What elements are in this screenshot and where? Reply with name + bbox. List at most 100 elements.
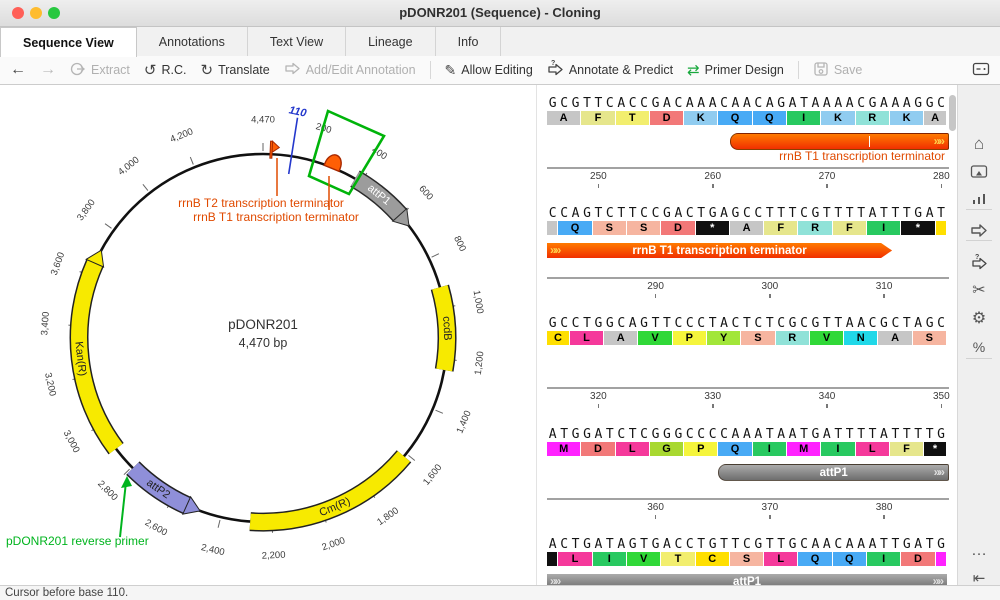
amino-acid: I bbox=[867, 221, 901, 235]
reverse-complement-button[interactable]: ↺R.C. bbox=[144, 63, 187, 78]
amino-acid: F bbox=[581, 111, 615, 125]
amino-acid: D bbox=[581, 442, 615, 456]
amino-acid: G bbox=[650, 442, 684, 456]
annotation-bar-attP1[interactable]: attP1»» bbox=[718, 464, 949, 481]
marker-rrnB-T1-terminator[interactable] bbox=[324, 152, 344, 171]
tab-bar: Sequence ViewAnnotationsText ViewLineage… bbox=[0, 27, 1000, 57]
ruler-tick bbox=[826, 404, 828, 408]
save-button[interactable]: Save bbox=[813, 61, 863, 80]
ruler-line bbox=[547, 498, 949, 500]
vertical-scrollbar-thumb[interactable] bbox=[949, 95, 956, 131]
amino-acid: * bbox=[696, 221, 730, 235]
map-tick-label: 2,000 bbox=[321, 535, 347, 553]
minimap-icon[interactable] bbox=[958, 163, 1000, 185]
amino-acid: * bbox=[924, 442, 947, 456]
translate-icon: ↻ bbox=[200, 63, 213, 78]
plasmid-name: pDONR201 bbox=[228, 317, 298, 332]
base-letters[interactable]: CCAGTCTTCCGACTGAGCCTTTCGTTTTATTTGAT bbox=[547, 206, 947, 221]
chevron-left-icon: »» bbox=[550, 244, 559, 256]
amino-acid: C bbox=[696, 552, 730, 566]
map-tick-label: 2,200 bbox=[261, 550, 285, 562]
amino-acid: S bbox=[593, 221, 627, 235]
map-tick-label: 3,000 bbox=[61, 429, 82, 455]
map-tick-label: 600 bbox=[416, 183, 435, 202]
extract-icon bbox=[70, 61, 86, 80]
amino-acid bbox=[936, 552, 947, 566]
enzymes-icon[interactable]: ✂ bbox=[958, 283, 1000, 299]
side-panel-toggle-button[interactable] bbox=[972, 60, 990, 81]
base-letters[interactable]: ATGGATCTCGGGCCCCAAATAATGATTTTATTTTG bbox=[547, 427, 947, 442]
primer-design-button[interactable]: ⇄Primer Design bbox=[687, 63, 784, 78]
translate-button[interactable]: ↻Translate bbox=[200, 63, 269, 78]
window-titlebar[interactable]: pDONR201 (Sequence) - Cloning bbox=[0, 0, 1000, 27]
settings-icon[interactable]: ⚙ bbox=[958, 311, 1000, 327]
amino-acid bbox=[936, 221, 947, 235]
sequence-row-351[interactable]: ATGGATCTCGGGCCCCAAATAATGATTTTATTTTGMDLGP… bbox=[547, 421, 947, 531]
amino-acid: A bbox=[924, 111, 947, 125]
amino-acid: D bbox=[650, 111, 684, 125]
annotation-bar-rrnB-T1-transcription-terminator[interactable]: »»rrnB T1 transcription terminator bbox=[547, 243, 892, 258]
chart-icon[interactable] bbox=[958, 191, 1000, 211]
tab-info[interactable]: Info bbox=[436, 27, 502, 56]
amino-acid: M bbox=[547, 442, 581, 456]
ruler-tick bbox=[883, 294, 885, 298]
plasmid-size: 4,470 bp bbox=[239, 336, 288, 350]
map-tick bbox=[105, 224, 112, 229]
amino-acid: I bbox=[821, 442, 855, 456]
ruler-tick bbox=[826, 184, 828, 188]
annotate-predict-button[interactable]: ?Annotate & Predict bbox=[547, 60, 673, 80]
allow-editing-button[interactable]: ✎Allow Editing bbox=[445, 63, 533, 78]
base-letters[interactable]: GCCTGGCAGTTCCCTACTCTCGCGTTAACGCTAGC bbox=[547, 316, 947, 331]
plasmid-map-panel[interactable]: 2004006008001,0001,2001,4001,6001,8002,0… bbox=[0, 85, 537, 585]
translation-row: MDLGPQIMILF* bbox=[547, 442, 947, 456]
add-edit-annotation-button[interactable]: Add/Edit Annotation bbox=[284, 60, 416, 80]
amino-acid: S bbox=[913, 331, 947, 345]
sequence-panel[interactable]: GCGTTCACCGACAAACAACAGATAAAACGAAAGGCAFTDK… bbox=[545, 85, 949, 585]
amino-acid: S bbox=[741, 331, 775, 345]
ruler-tick bbox=[941, 404, 943, 408]
feature-label-ccdB: ccdB bbox=[440, 316, 453, 341]
primer-label[interactable]: pDONR201 reverse primer bbox=[6, 534, 149, 548]
ruler-label: 260 bbox=[691, 171, 735, 182]
amino-acid: I bbox=[867, 552, 901, 566]
strip-divider bbox=[966, 240, 992, 241]
marker-rrnB-T2-terminator[interactable] bbox=[270, 141, 280, 158]
more-icon[interactable]: … bbox=[958, 543, 1000, 559]
ruler-label: 310 bbox=[862, 281, 906, 292]
map-cursor-line bbox=[289, 118, 298, 174]
base-letters[interactable]: GCGTTCACCGACAAACAACAGATAAAACGAAAGGC bbox=[547, 96, 947, 111]
amino-acid: L bbox=[558, 552, 592, 566]
back-button[interactable]: ← bbox=[10, 62, 26, 78]
ruler-line bbox=[547, 387, 949, 389]
tab-sequence-view[interactable]: Sequence View bbox=[0, 27, 137, 57]
ruler-tick bbox=[883, 515, 885, 519]
tab-lineage[interactable]: Lineage bbox=[346, 27, 436, 56]
annotate-icon[interactable]: ? bbox=[958, 254, 1000, 275]
base-letters[interactable]: ACTGATAGTGACCTGTTCGTTGCAACAAATTGATG bbox=[547, 537, 947, 552]
window-title: pDONR201 (Sequence) - Cloning bbox=[0, 5, 1000, 20]
ruler-label: 270 bbox=[805, 171, 849, 182]
primer-arrow-line bbox=[120, 482, 126, 537]
amino-acid: P bbox=[684, 442, 718, 456]
amino-acid: S bbox=[730, 552, 764, 566]
tab-annotations[interactable]: Annotations bbox=[137, 27, 248, 56]
forward-button[interactable]: → bbox=[40, 62, 56, 78]
ruler-label: 380 bbox=[862, 502, 906, 513]
extract-button[interactable]: Extract bbox=[70, 61, 130, 80]
sequence-row-316[interactable]: GCCTGGCAGTTCCCTACTCTCGCGTTAACGCTAGCCLAVP… bbox=[547, 310, 947, 420]
translation-row: LIVTCSLQQID bbox=[547, 552, 947, 566]
amino-acid: Q bbox=[718, 442, 752, 456]
panel-icon bbox=[972, 60, 990, 81]
tab-text-view[interactable]: Text View bbox=[248, 27, 346, 56]
map-tick-label: 2,800 bbox=[95, 478, 120, 503]
annotation-bar-continued[interactable]: »» bbox=[730, 133, 949, 150]
home-icon[interactable]: ⌂ bbox=[958, 135, 1000, 153]
gc-content-icon[interactable]: % bbox=[958, 340, 1000, 356]
plasmid-map[interactable]: 2004006008001,0001,2001,4001,6001,8002,0… bbox=[0, 85, 536, 585]
toolbar-label: Add/Edit Annotation bbox=[306, 63, 416, 77]
amino-acid: I bbox=[753, 442, 787, 456]
sequence-row-281[interactable]: CCAGTCTTCCGACTGAGCCTTTCGTTTTATTTGATQSSD*… bbox=[547, 200, 947, 310]
toolbar-label: Annotate & Predict bbox=[569, 63, 673, 77]
amino-acid: K bbox=[684, 111, 718, 125]
sequence-row-246[interactable]: GCGTTCACCGACAAACAACAGATAAAACGAAAGGCAFTDK… bbox=[547, 90, 947, 200]
